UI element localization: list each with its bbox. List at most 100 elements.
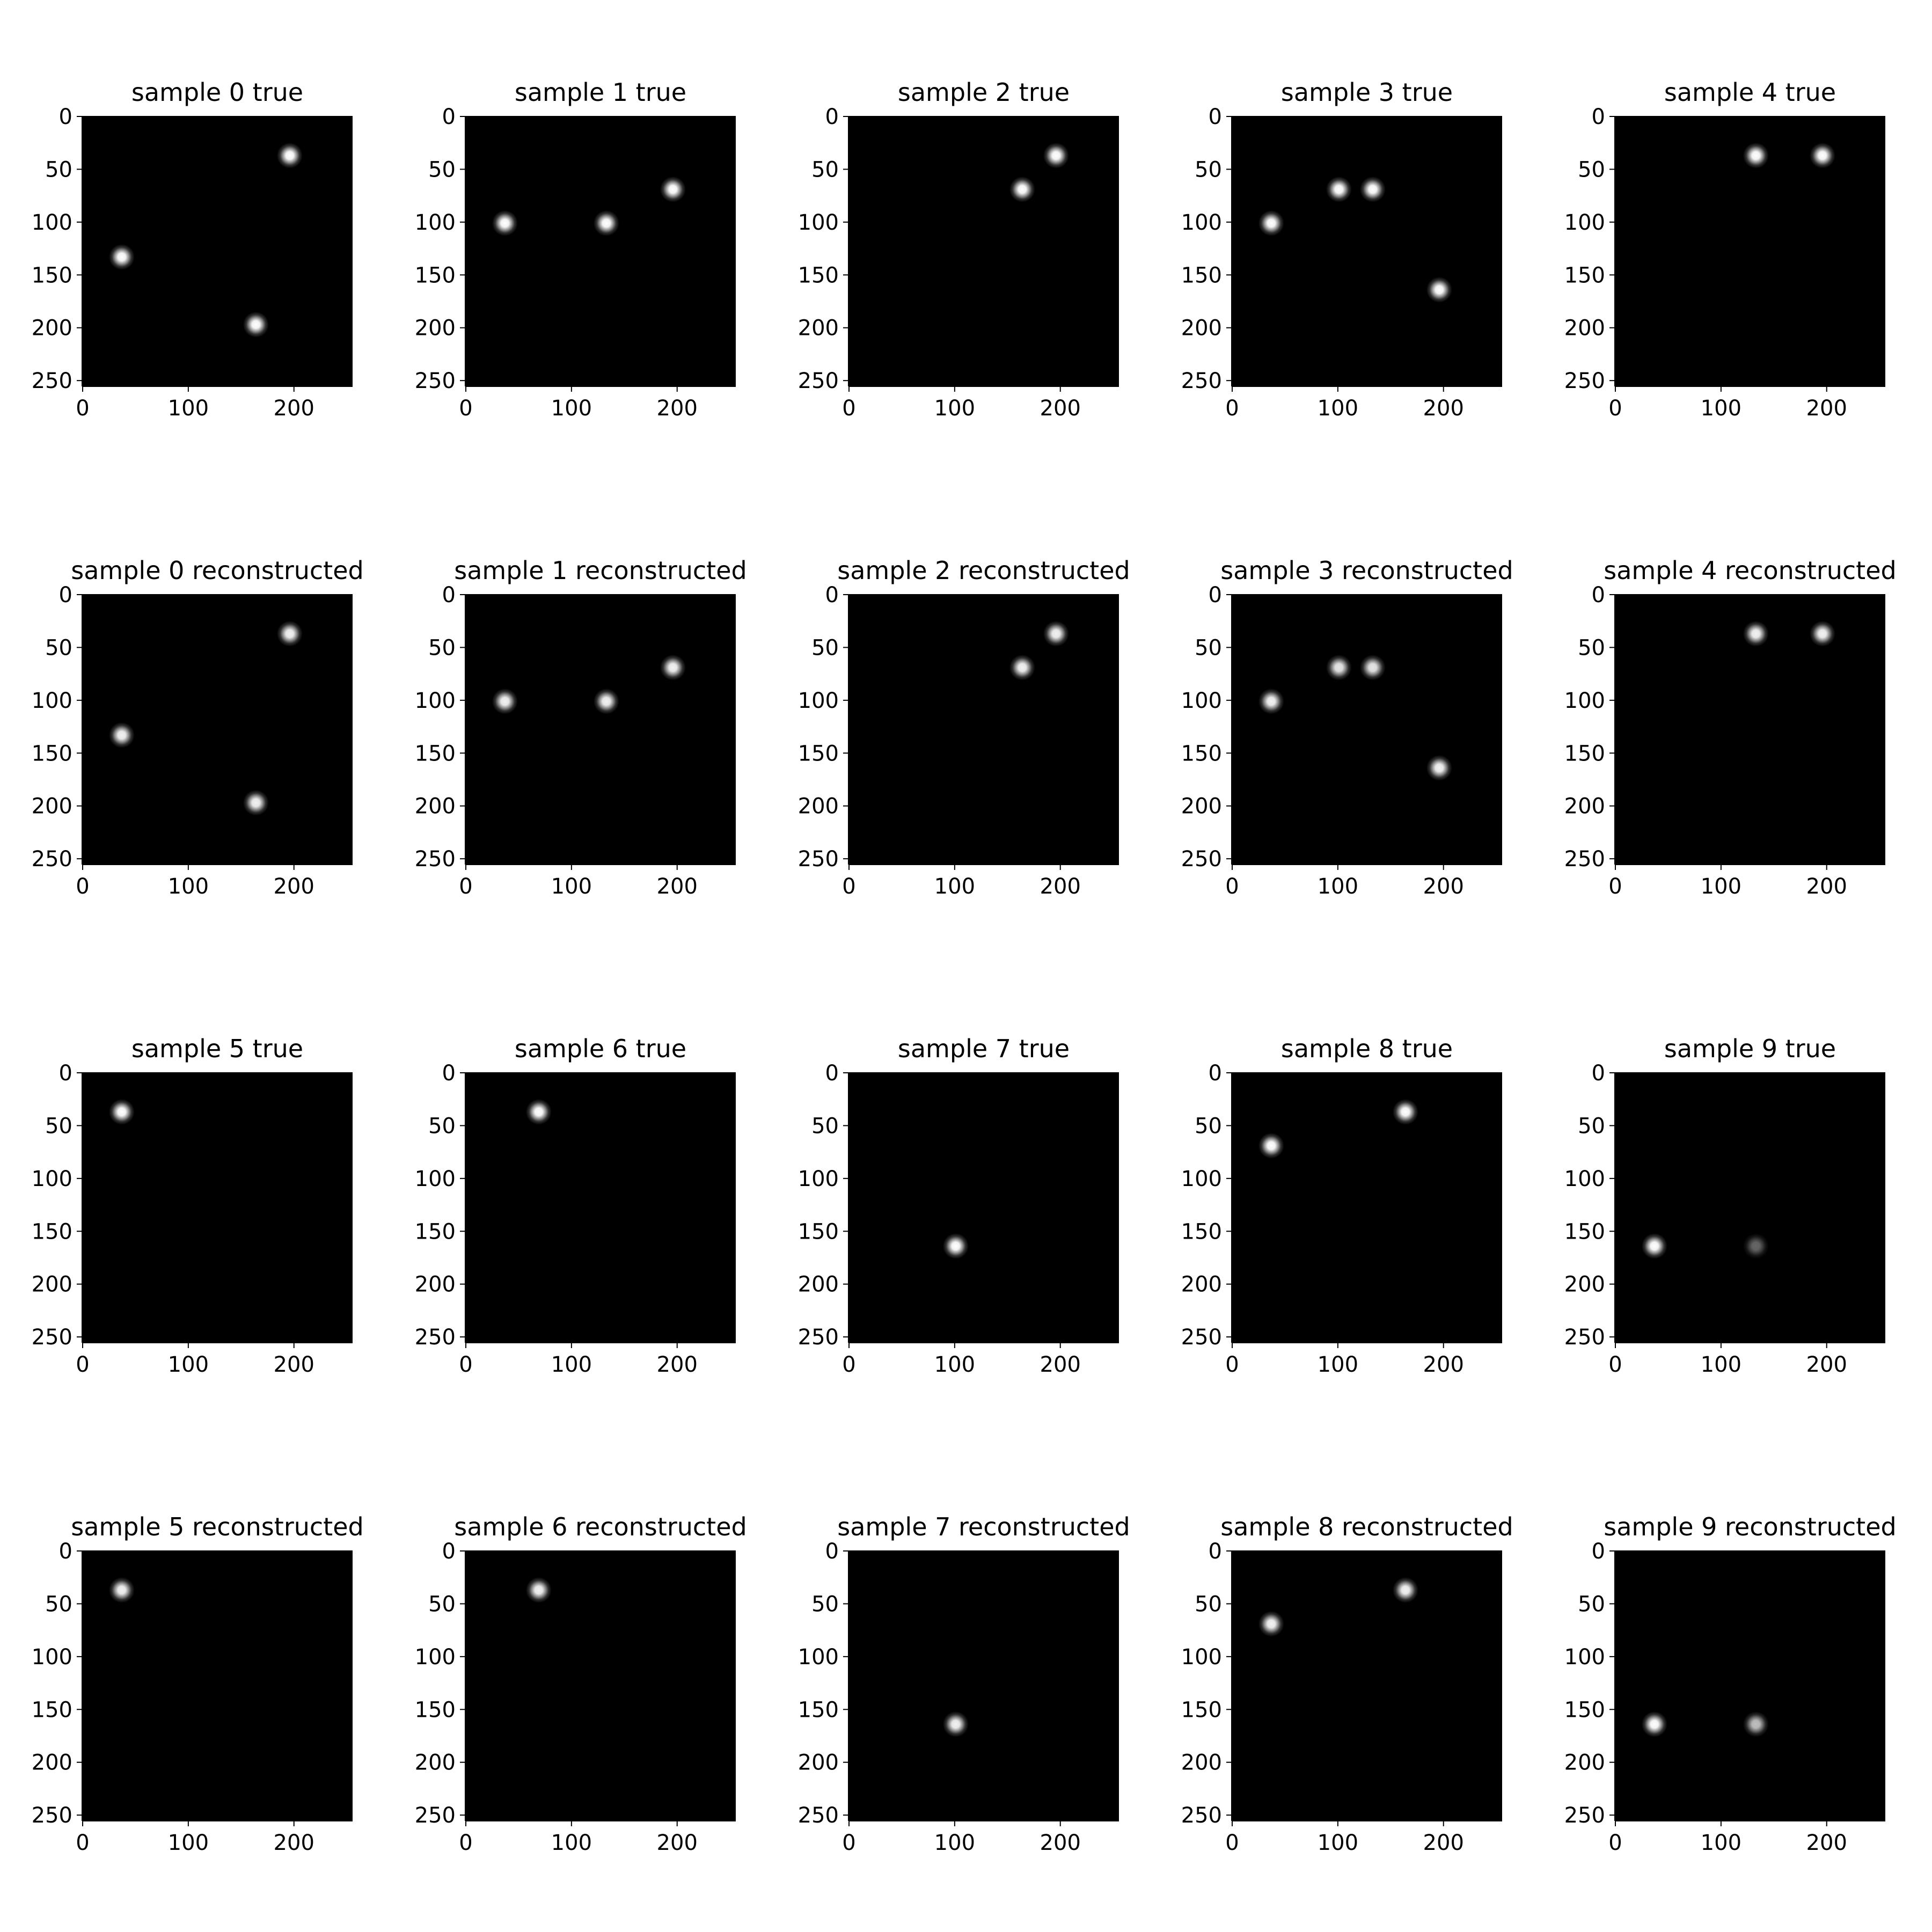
y-tick-label: 250: [1564, 369, 1605, 393]
y-tick-label: 100: [32, 1167, 72, 1191]
spot: [1326, 176, 1352, 202]
spot: [243, 789, 269, 816]
y-tick-label: 200: [32, 1272, 72, 1297]
y-tick-label: 200: [415, 1272, 456, 1297]
y-tick-label: 150: [415, 1697, 456, 1722]
spot: [525, 1099, 552, 1125]
panel: sample 5 true 0 100 200 0 50 100 150 200 250: [32, 1034, 353, 1377]
y-tick-label: 200: [798, 316, 839, 341]
x-tick-label: 100: [1701, 396, 1741, 421]
image-background: [848, 594, 1119, 865]
y-tick-label: 0: [825, 583, 839, 608]
x-tick-label: 100: [934, 396, 975, 421]
x-tick-label: 100: [1701, 1352, 1741, 1377]
x-tick-label: 100: [168, 874, 209, 899]
y-tick-label: 250: [1181, 847, 1222, 872]
x-tick-label: 200: [274, 1831, 314, 1855]
y-tick-label: 250: [32, 847, 72, 872]
x-tick-label: 0: [1608, 1831, 1622, 1855]
x-tick-label: 100: [551, 874, 592, 899]
y-tick-label: 0: [1592, 1539, 1605, 1564]
spot: [593, 688, 619, 714]
y-tick-label: 100: [1181, 1645, 1222, 1670]
y-tick-label: 150: [798, 741, 839, 766]
panel-title: sample 0 true: [131, 78, 303, 107]
y-tick-label: 200: [1181, 316, 1222, 341]
x-tick-label: 0: [76, 874, 89, 899]
y-tick-label: 50: [428, 157, 456, 182]
y-tick-label: 150: [415, 741, 456, 766]
panel-title: sample 4 true: [1664, 78, 1836, 107]
spot: [243, 311, 269, 338]
y-tick-label: 0: [1209, 105, 1222, 129]
y-tick-label: 150: [1181, 1697, 1222, 1722]
x-tick-label: 0: [76, 1352, 89, 1377]
y-tick-label: 50: [811, 1114, 839, 1138]
y-tick-label: 250: [1181, 1803, 1222, 1828]
spot: [1743, 620, 1769, 647]
y-tick-label: 100: [798, 1645, 839, 1670]
y-tick-label: 50: [428, 635, 456, 660]
x-tick-label: 0: [1608, 1352, 1622, 1377]
x-tick-label: 100: [1318, 1831, 1358, 1855]
y-tick-label: 150: [1181, 1219, 1222, 1244]
y-tick-label: 150: [798, 263, 839, 288]
y-tick-label: 150: [1564, 741, 1605, 766]
y-tick-label: 0: [59, 1061, 72, 1086]
x-tick-label: 100: [168, 396, 209, 421]
y-tick-label: 200: [32, 794, 72, 819]
spot: [1258, 1611, 1284, 1637]
spot: [108, 244, 135, 270]
y-tick-label: 150: [32, 741, 72, 766]
x-tick-label: 100: [1701, 1831, 1741, 1855]
image-background: [465, 594, 736, 865]
y-tick-label: 250: [32, 1325, 72, 1350]
image-background: [1232, 1072, 1502, 1343]
y-tick-label: 150: [1181, 263, 1222, 288]
y-tick-label: 200: [798, 1751, 839, 1775]
x-tick-label: 0: [459, 396, 472, 421]
spot: [108, 1099, 135, 1125]
y-tick-label: 50: [1195, 635, 1222, 660]
y-tick-label: 50: [811, 635, 839, 660]
y-tick-label: 200: [415, 794, 456, 819]
y-tick-label: 250: [798, 1325, 839, 1350]
y-tick-label: 0: [1592, 1061, 1605, 1086]
x-tick-label: 0: [459, 874, 472, 899]
panel-title: sample 5 reconstructed: [71, 1512, 363, 1541]
x-tick-label: 200: [1806, 396, 1847, 421]
panel: sample 8 true 0 100 200 0 50 100 150 200 250: [1181, 1034, 1502, 1377]
panel: sample 7 true 0 100 200 0 50 100 150 200 250: [798, 1034, 1119, 1377]
image-background: [1232, 116, 1502, 386]
panel-title: sample 2 reconstructed: [837, 556, 1130, 585]
x-tick-label: 0: [76, 1831, 89, 1855]
image-background: [1615, 1550, 1885, 1821]
spot: [1043, 142, 1069, 169]
image-background: [1232, 1550, 1502, 1821]
y-tick-label: 200: [415, 1751, 456, 1775]
y-tick-label: 100: [415, 689, 456, 713]
panel: sample 4 true 0 100 200 0 50 100 150 200 250: [1564, 78, 1885, 421]
y-tick-label: 100: [798, 210, 839, 235]
y-tick-label: 150: [1564, 263, 1605, 288]
y-tick-label: 0: [1209, 583, 1222, 608]
y-tick-label: 50: [1578, 635, 1605, 660]
image-background: [465, 116, 736, 386]
y-tick-label: 250: [798, 847, 839, 872]
panel-title: sample 7 reconstructed: [837, 1512, 1130, 1541]
panel: sample 3 true 0 100 200 0 50 100 150 200 250: [1181, 78, 1502, 421]
y-tick-label: 150: [32, 263, 72, 288]
x-tick-label: 200: [274, 874, 314, 899]
y-tick-label: 200: [32, 316, 72, 341]
y-tick-label: 50: [1578, 1114, 1605, 1138]
panel-title: sample 5 true: [131, 1034, 303, 1063]
spot: [1258, 210, 1284, 236]
y-tick-label: 200: [1564, 794, 1605, 819]
y-tick-label: 0: [825, 1539, 839, 1564]
spot: [1392, 1099, 1418, 1125]
